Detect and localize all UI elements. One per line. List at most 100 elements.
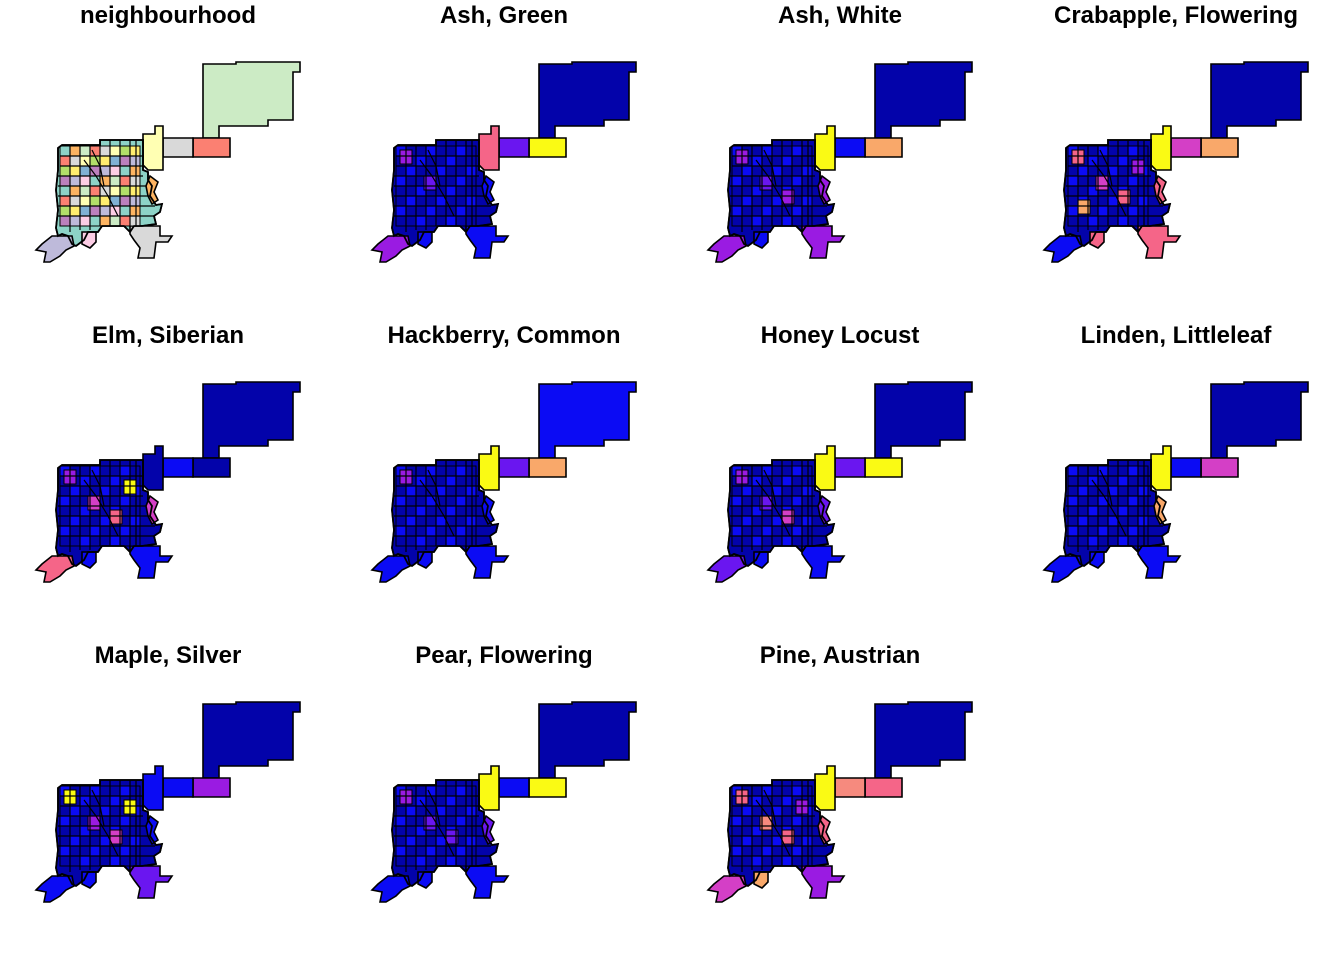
neighbourhood-cell [1067,195,1079,207]
region-east-mid-left [834,137,866,158]
neighbourhood-cell [405,165,417,177]
neighbourhood-cell [59,515,71,527]
map-panel: Hackberry, Common [336,320,672,640]
neighbourhood-cell [761,465,773,477]
neighbourhood-cell [129,215,141,227]
neighbourhood-cell [761,205,773,217]
neighbourhood-cell [731,185,743,197]
neighbourhood-cell [771,215,783,227]
neighbourhood-cell [89,845,101,857]
region-sw-tail [34,235,75,263]
neighbourhood-cell [801,145,813,157]
neighbourhood-cell [1067,515,1079,527]
neighbourhood-cell [1077,505,1089,517]
region-sw-tail [370,555,411,583]
neighbourhood-cell [455,215,467,227]
neighbourhood-cell [781,535,793,547]
neighbourhood-cell [465,845,477,857]
neighbourhood-cell [59,825,71,837]
city-outline [391,459,500,568]
neighbourhood-cell [1067,525,1079,537]
neighbourhood-cell [455,495,467,507]
neighbourhood-cell [455,165,467,177]
neighbourhood-cell [1127,525,1139,537]
neighbourhood-cell [741,855,753,867]
neighbourhood-cell [119,215,131,227]
neighbourhood-cell [1067,535,1079,547]
region-sw-tail [706,555,747,583]
neighbourhood-cell [445,465,457,477]
neighbourhood-cell [445,485,457,497]
neighbourhood-cell [465,815,477,827]
neighbourhood-cell [1127,475,1139,487]
neighbourhood-cell [445,145,457,157]
neighbourhood-cell [771,145,783,157]
neighbourhood-cell [69,535,81,547]
neighbourhood-boundary [83,799,119,857]
city-outline [391,139,500,248]
neighbourhood-cell [415,195,427,207]
neighbourhood-cell [425,205,437,217]
region-east-mid-left [498,137,530,158]
neighbourhood-cell [435,785,447,797]
neighbourhood-cell [455,205,467,217]
neighbourhood-cell [1097,155,1109,167]
neighbourhood-cell [59,195,71,207]
neighbourhood-cell [415,145,427,157]
neighbourhood-cell [395,485,407,497]
neighbourhood-cell [751,525,763,537]
neighbourhood-cell [395,535,407,547]
neighbourhood-cell [791,215,803,227]
city-outline [1063,139,1172,248]
panel-title: Ash, Green [439,2,569,29]
neighbourhood-boundary [755,159,791,217]
neighbourhood-cell [415,835,427,847]
neighbourhood-cell [781,165,793,177]
neighbourhood-cell [741,535,753,547]
neighbourhood-cell [425,465,437,477]
neighbourhood-cell [129,155,141,167]
neighbourhood-cell [465,165,477,177]
neighbourhood-cell [99,155,111,167]
neighbourhood-boundary [83,159,119,217]
neighbourhood-cell [119,145,131,157]
neighbourhood-cell [425,505,437,517]
neighbourhood-cell [741,805,753,817]
neighbourhood-cell [1097,515,1109,527]
neighbourhood-cell [129,165,141,177]
neighbourhood-cell [1127,505,1139,517]
neighbourhood-cell [59,175,71,187]
neighbourhood-cell [1077,535,1089,547]
neighbourhood-cell [1097,505,1109,517]
neighbourhood-cell [1077,165,1089,177]
neighbourhood-cell [445,215,457,227]
neighbourhood-cell [119,185,131,197]
neighbourhood-cell [751,515,763,527]
neighbourhood-boundary [1099,149,1113,187]
neighbourhood-cell [99,465,111,477]
map-panel: Crabapple, Flowering [1008,0,1344,320]
neighbourhood-cell [781,475,793,487]
neighbourhood-cell [751,465,763,477]
neighbourhood-map [34,701,301,903]
region-sw-tail [706,235,747,263]
panel-title: neighbourhood [80,2,256,29]
neighbourhood-cell [425,845,437,857]
neighbourhood-cell [69,825,81,837]
region-east-mid-left [162,457,194,478]
neighbourhood-cell [109,145,121,157]
neighbourhood-cell [79,835,91,847]
neighbourhood-cell [1097,535,1109,547]
neighbourhood-cell [1107,205,1119,217]
neighbourhood-cell [99,145,111,157]
neighbourhood-cell [801,815,813,827]
neighbourhood-cell [445,785,457,797]
neighbourhood-cell [1127,495,1139,507]
neighbourhood-cell [79,845,91,857]
neighbourhood-cell [751,535,763,547]
neighbourhood-cell [435,205,447,217]
map-panel: Ash, Green [336,0,672,320]
neighbourhood-cell [1137,525,1149,537]
neighbourhood-cell [79,195,91,207]
